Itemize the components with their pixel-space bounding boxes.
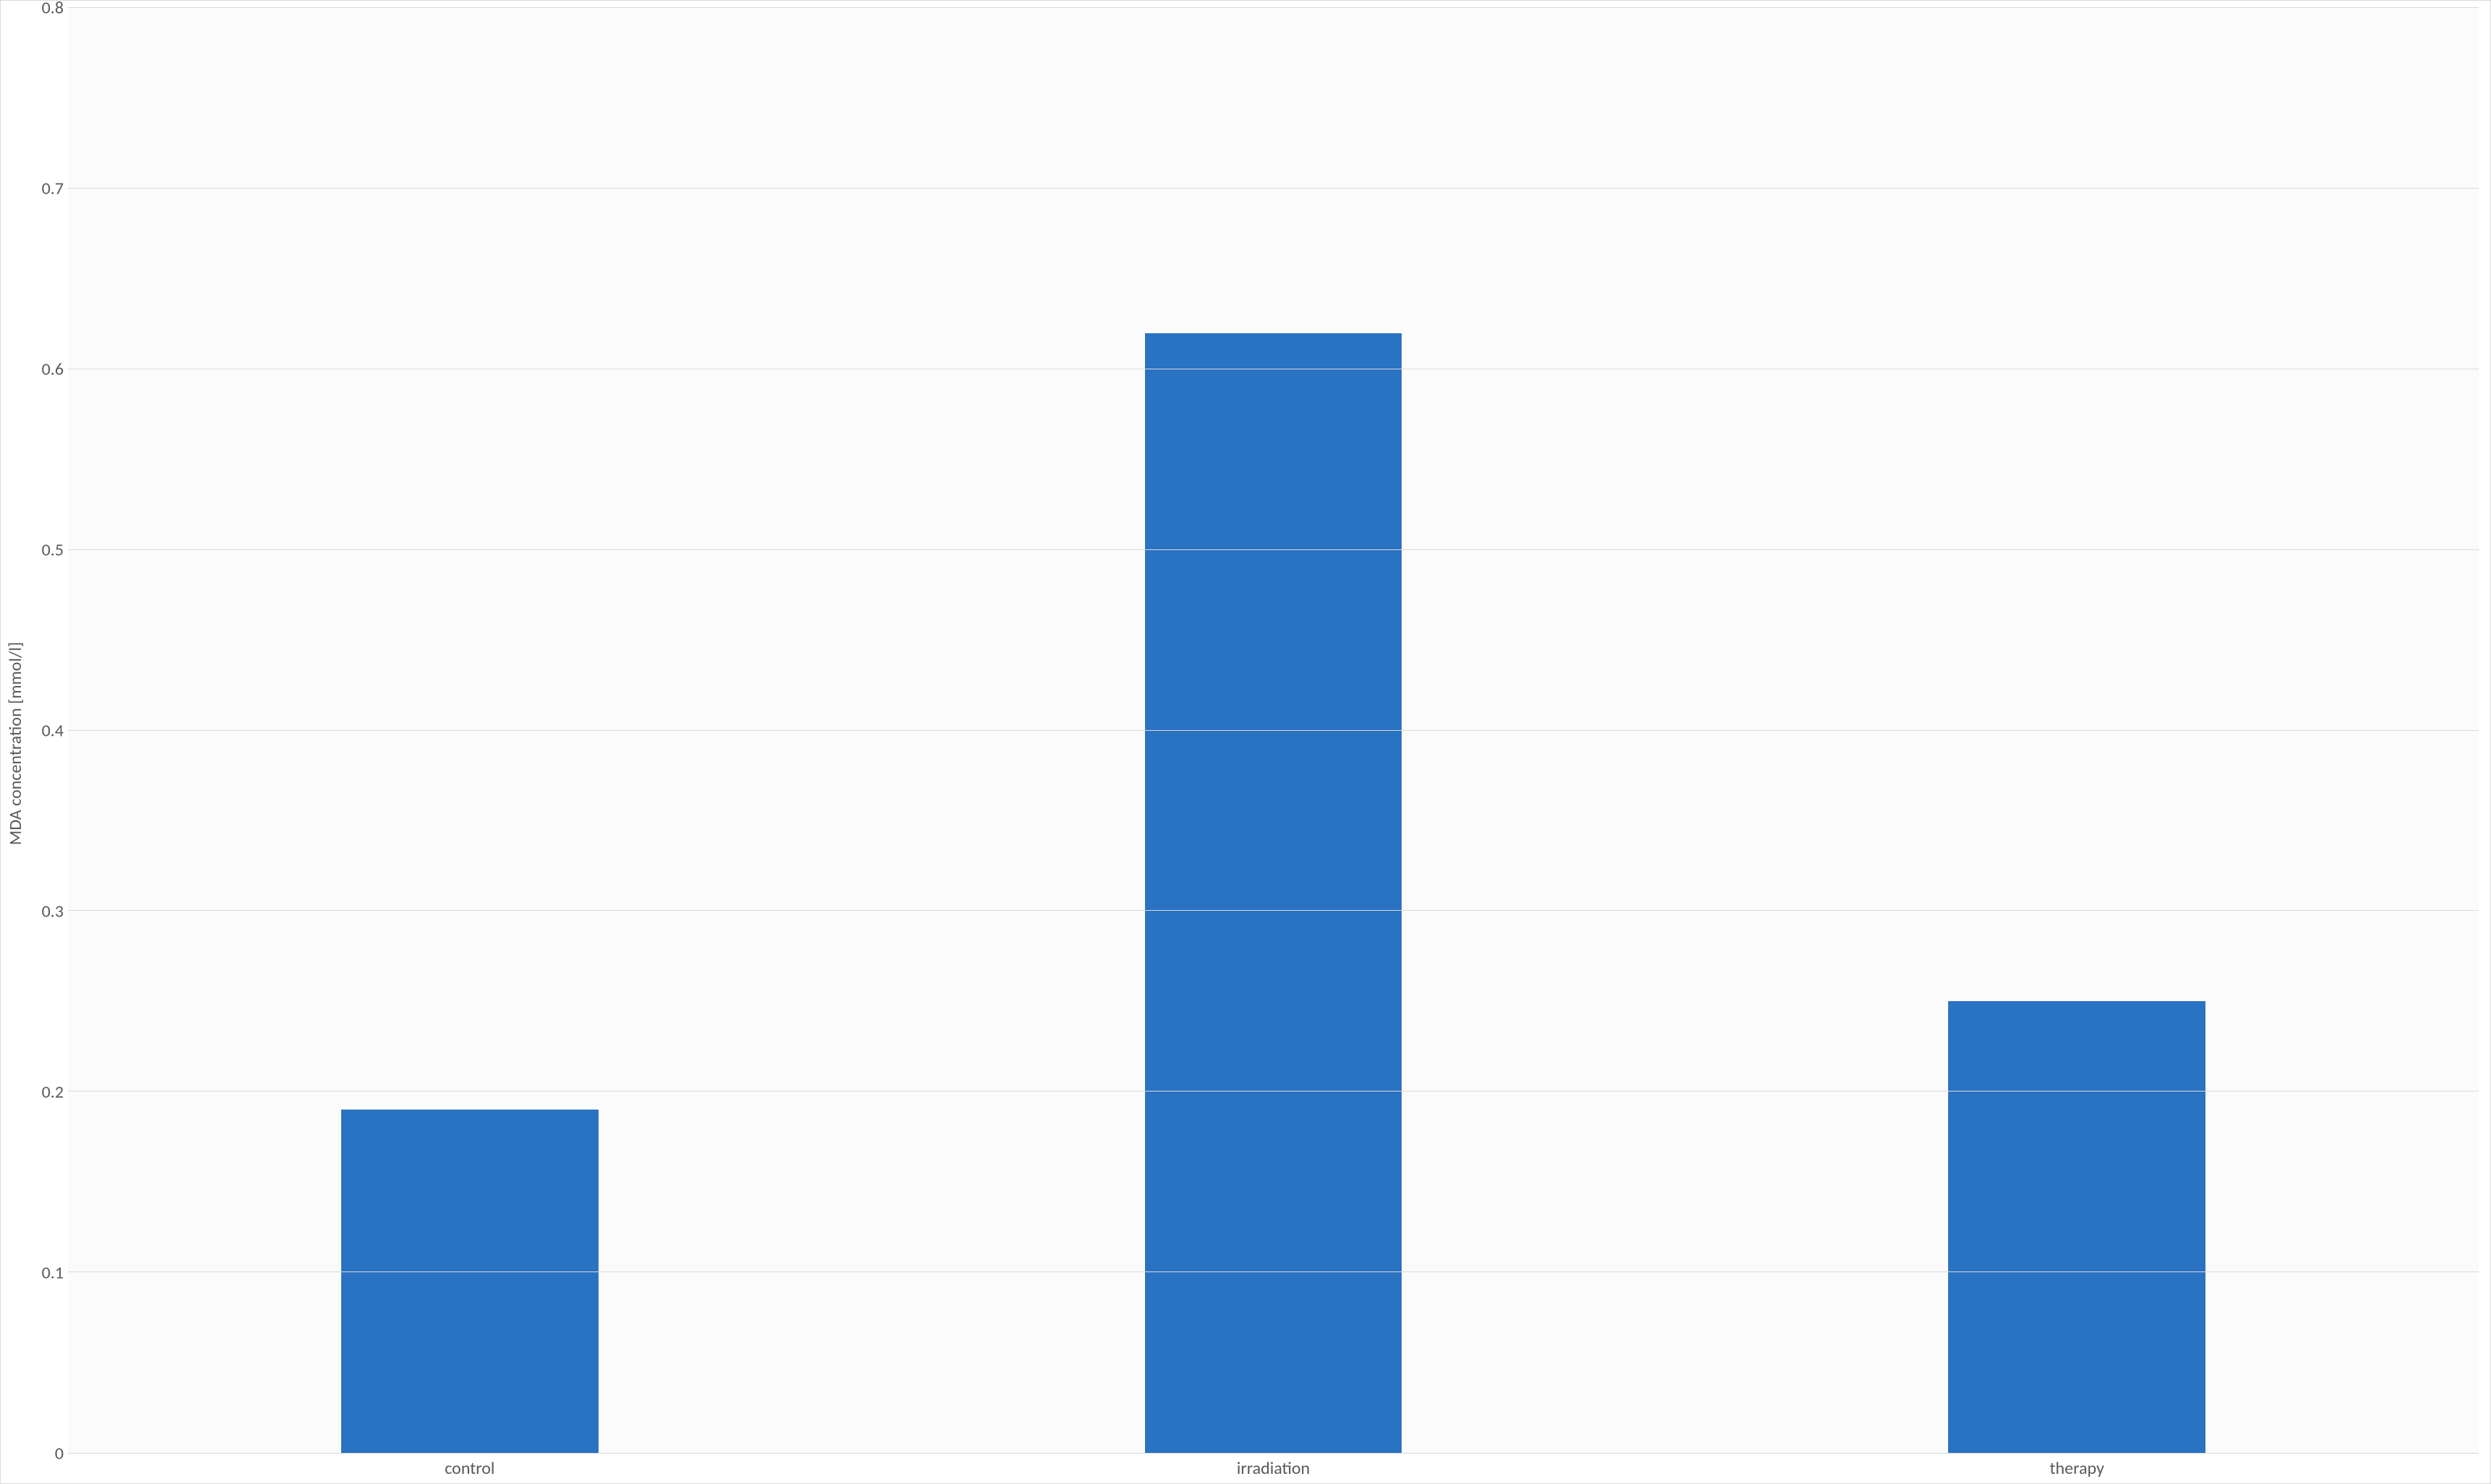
x-tick-label: control (68, 1454, 872, 1479)
y-axis-label-wrap: MDA concentration [mmol/l] (5, 8, 26, 1479)
x-axis-row: controlirradiationtherapy (26, 1454, 2479, 1479)
gridline (68, 188, 2479, 189)
x-axis-labels: controlirradiationtherapy (68, 1454, 2479, 1479)
gridline (68, 730, 2479, 731)
y-axis-label: MDA concentration [mmol/l] (5, 642, 26, 845)
plot-row: 00.10.20.30.40.50.60.70.8 (26, 8, 2479, 1454)
chart-inner: 00.10.20.30.40.50.60.70.8 controlirradia… (26, 8, 2479, 1479)
y-tick-label: 0.3 (42, 901, 64, 922)
y-tick-label: 0.5 (42, 540, 64, 561)
bar-slot (872, 8, 1676, 1453)
bar (1948, 1001, 2205, 1453)
plot-area (68, 8, 2479, 1454)
gridline (68, 1271, 2479, 1272)
bar-slot (1675, 8, 2479, 1453)
bar-slot (68, 8, 872, 1453)
x-tick-label: therapy (1675, 1454, 2479, 1479)
y-tick-label: 0.7 (42, 179, 64, 200)
y-tick-label: 0 (55, 1444, 64, 1464)
x-tick-label: irradiation (872, 1454, 1676, 1479)
gridline (68, 549, 2479, 550)
y-tick-label: 0.6 (42, 359, 64, 380)
y-tick-label: 0.8 (42, 0, 64, 19)
y-tick-label: 0.4 (42, 721, 64, 742)
gridline (68, 910, 2479, 911)
gridline (68, 7, 2479, 8)
y-tick-label: 0.2 (42, 1082, 64, 1103)
bars-layer (68, 8, 2479, 1453)
y-tick-label: 0.1 (42, 1263, 64, 1284)
y-axis-ticks: 00.10.20.30.40.50.60.70.8 (26, 8, 68, 1454)
bar (1145, 333, 1402, 1453)
bar (341, 1110, 599, 1453)
chart-container: MDA concentration [mmol/l] 0 0.1 0.2 0.3 0.4… (0, 0, 2491, 1484)
